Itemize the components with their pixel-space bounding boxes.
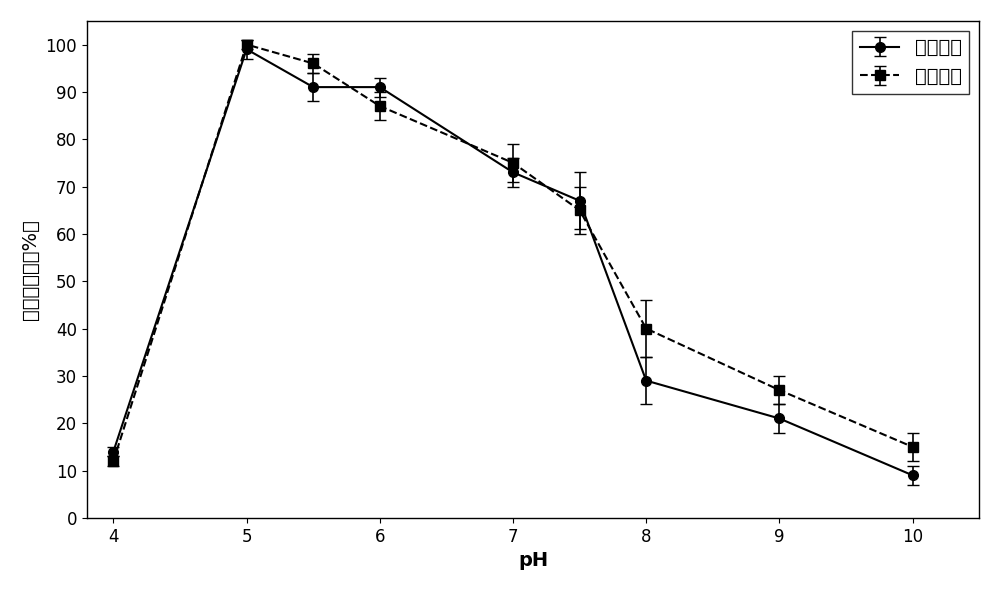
X-axis label: pH: pH bbox=[518, 551, 548, 570]
Y-axis label: 相对酶活力（%）: 相对酶活力（%） bbox=[21, 219, 40, 320]
Legend: 原核表达, 真核表达: 原核表达, 真核表达 bbox=[852, 31, 969, 94]
